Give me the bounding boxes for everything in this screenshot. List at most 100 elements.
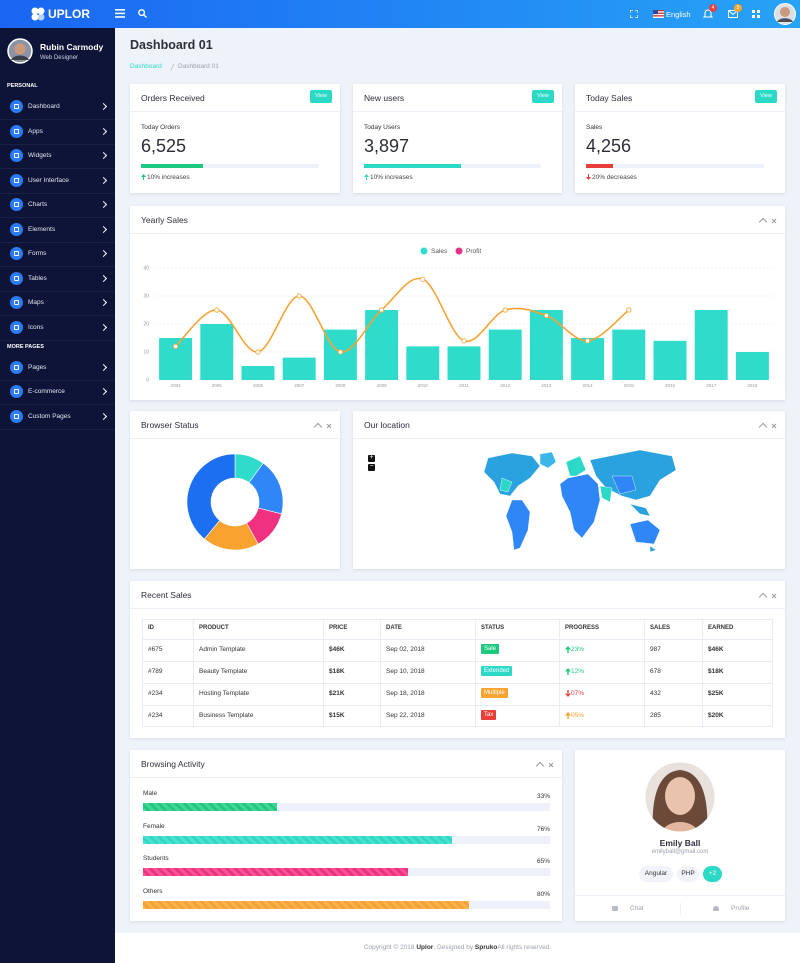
activity-label: Female — [143, 822, 165, 830]
sidebar-item-label[interactable]: Dashboard — [28, 103, 60, 110]
column-divider — [475, 619, 476, 727]
sidebar-section-title: PERSONAL — [7, 83, 38, 89]
zoom-button[interactable] — [368, 464, 375, 471]
footer-author[interactable]: Spruko — [474, 944, 498, 951]
sidebar-icon-glyph — [14, 300, 19, 305]
profile-action[interactable]: Chat — [630, 905, 644, 912]
activity-bar — [143, 803, 278, 811]
card-divider — [130, 111, 340, 112]
close-glyph[interactable] — [771, 218, 777, 224]
sidebar-icon — [10, 149, 23, 162]
map-card-title: Our location — [364, 420, 410, 430]
close-glyph[interactable] — [326, 423, 332, 429]
sidebar-item[interactable] — [0, 145, 115, 169]
sidebar-item-label[interactable]: User Interface — [28, 176, 69, 184]
sidebar-item[interactable] — [0, 243, 115, 267]
profile-tag-label[interactable]: +2 — [708, 870, 717, 877]
row-divider — [142, 639, 773, 640]
view-button[interactable] — [532, 90, 554, 103]
profile-name: Emily Ball — [659, 838, 701, 848]
sidebar-icon-glyph — [14, 389, 19, 394]
row-divider — [142, 661, 773, 662]
search-icon[interactable] — [138, 9, 147, 18]
stat-label: Sales — [586, 124, 603, 131]
table-cell: $46K — [329, 646, 345, 653]
close-glyph[interactable] — [771, 593, 777, 599]
sidebar-item[interactable] — [0, 121, 115, 145]
sidebar-item[interactable] — [0, 357, 115, 381]
sidebar-item-label[interactable]: Elements — [28, 225, 56, 233]
sidebar-icon-glyph — [14, 177, 19, 183]
activity-value: 76% — [536, 825, 550, 833]
column-divider — [380, 619, 381, 727]
column-divider — [559, 619, 560, 727]
table-cell: Beauty Template — [199, 668, 248, 675]
sidebar-item-label[interactable]: Widgets — [28, 152, 52, 159]
table-cell: 987 — [650, 646, 661, 653]
user-role: Web Designer — [40, 55, 78, 61]
profile-tag[interactable] — [639, 866, 673, 882]
status-badge: Multiple — [481, 688, 508, 698]
sidebar-item-label[interactable]: Pages — [28, 363, 47, 371]
progress-value: 05% — [571, 712, 585, 719]
zoom-button[interactable] — [368, 455, 375, 462]
sidebar-item[interactable] — [0, 317, 115, 341]
sidebar-item-label[interactable]: E-commerce — [28, 388, 65, 395]
profile-photo — [643, 760, 717, 834]
view-button-label[interactable]: View — [315, 93, 327, 99]
chart-card — [130, 411, 340, 569]
profile-tag-label[interactable]: PHP — [681, 870, 695, 877]
apps-icon[interactable] — [752, 10, 760, 18]
menu-toggle[interactable] — [115, 9, 125, 18]
activity-track — [143, 803, 550, 811]
sidebar-item[interactable] — [0, 381, 115, 405]
top-avatar[interactable] — [774, 3, 796, 25]
zoom-label[interactable]: + — [369, 454, 374, 461]
sidebar-item[interactable] — [0, 406, 115, 430]
sidebar-item-label[interactable]: Tables — [28, 274, 47, 282]
sidebar-item-label[interactable]: Forms — [28, 250, 47, 257]
fullscreen-icon[interactable] — [630, 10, 638, 18]
view-button-label[interactable]: View — [537, 93, 549, 99]
table-cell: $21K — [329, 690, 345, 697]
close-glyph[interactable] — [548, 762, 554, 768]
notification-badge — [734, 4, 742, 12]
table-header: PRODUCT — [199, 625, 229, 631]
stat-value: 6,525 — [141, 136, 187, 156]
profile-tag-label[interactable]: Angular — [644, 870, 668, 877]
sidebar-item[interactable] — [0, 268, 115, 292]
view-button-label[interactable]: View — [760, 93, 772, 99]
footer-part: . Designed by — [433, 944, 475, 951]
stat-value: 3,897 — [364, 136, 410, 156]
view-button[interactable] — [755, 90, 777, 103]
zoom-label[interactable]: − — [369, 463, 374, 470]
breadcrumb-link[interactable]: Dashboard — [130, 63, 162, 70]
table — [142, 619, 773, 727]
language[interactable]: English — [666, 10, 691, 19]
row-divider — [142, 705, 773, 706]
sidebar-item-label[interactable]: Icons — [28, 323, 44, 331]
footer-brand[interactable]: Uplor — [416, 944, 434, 951]
stat-card-title: New users — [364, 93, 405, 103]
sidebar-item-label[interactable]: Maps — [28, 299, 44, 306]
profile-action[interactable]: Profile — [731, 905, 750, 912]
profile-tag[interactable] — [703, 866, 722, 882]
sidebar-item-label[interactable]: Apps — [28, 127, 43, 135]
table-cell: Hosting Template — [199, 690, 250, 697]
view-button[interactable] — [310, 90, 332, 103]
close-glyph[interactable] — [771, 423, 777, 429]
sidebar-item[interactable] — [0, 170, 115, 194]
brand[interactable]: UPLOR — [48, 7, 90, 21]
sidebar-item-label[interactable]: Custom Pages — [28, 412, 71, 420]
table-cell: $25K — [708, 690, 724, 697]
sidebar-item[interactable] — [0, 194, 115, 218]
column-divider — [702, 619, 703, 727]
table-header: PRICE — [329, 625, 348, 631]
status-badge: Tax — [481, 710, 497, 720]
sidebar-item[interactable] — [0, 292, 115, 316]
table-header: STATUS — [481, 625, 505, 631]
sidebar-item[interactable] — [0, 219, 115, 243]
sidebar-item[interactable] — [0, 96, 115, 120]
profile-tag[interactable] — [677, 866, 699, 882]
sidebar-item-label[interactable]: Charts — [28, 201, 48, 208]
